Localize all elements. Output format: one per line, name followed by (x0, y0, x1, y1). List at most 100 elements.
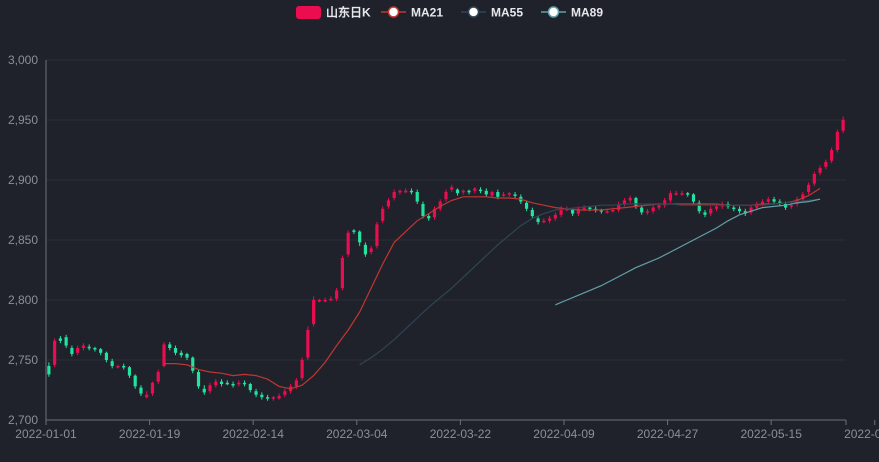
candle-body (208, 385, 212, 392)
legend-item-ma21: MA21 (381, 6, 443, 20)
legend-item-shandong-daily-k: 山东日K (296, 5, 371, 20)
candle-body (64, 337, 68, 346)
candle-body (760, 201, 765, 204)
candle-body (801, 194, 805, 200)
candle-body (663, 200, 667, 206)
candle-body (732, 207, 736, 210)
candle-body (749, 207, 753, 213)
candle-body (438, 201, 442, 209)
candle-body (242, 382, 247, 385)
candle-body (317, 300, 321, 302)
y-tick-label: 2,950 (8, 113, 38, 127)
candle-body (709, 208, 713, 214)
candle-body (807, 184, 811, 192)
candles (47, 116, 845, 401)
candle-body (691, 194, 696, 202)
candle-body (162, 344, 166, 366)
candle-body (645, 211, 650, 213)
candle-body (93, 348, 97, 350)
candle-body (346, 232, 350, 255)
candle-body (599, 210, 603, 212)
candle-body (473, 188, 477, 191)
legend-label: 山东日K (326, 5, 371, 20)
candle-body (47, 366, 51, 375)
legend-swatch-marker (547, 6, 560, 18)
candle-body (185, 354, 189, 358)
candle-body (196, 372, 201, 387)
x-tick-label: 2022-01-19 (119, 427, 181, 441)
candle-body (824, 162, 828, 167)
candle-body (340, 258, 344, 288)
candle-body (484, 190, 488, 195)
candle-body (778, 201, 782, 204)
candle-body (524, 202, 529, 209)
y-tick-label: 2,700 (8, 413, 38, 427)
candle-body (553, 214, 557, 219)
candle-body (668, 193, 673, 201)
moving-average-lines (164, 187, 821, 390)
candle-body (427, 216, 431, 219)
candle-body (219, 381, 224, 384)
candle-body (841, 120, 845, 131)
y-tick-label: 3,000 (8, 53, 38, 67)
candle-body (576, 208, 580, 214)
candle-body (571, 210, 575, 214)
candle-body (674, 193, 678, 195)
legend-swatch-marker (387, 6, 400, 18)
candle-body (542, 220, 546, 223)
candle-body (335, 290, 339, 299)
candle-body (582, 207, 586, 210)
candle-body (467, 190, 471, 193)
candle-body (450, 187, 454, 190)
candle-body (640, 207, 644, 213)
candle-body (513, 194, 517, 196)
x-tick-label: 2022-04-27 (637, 427, 699, 441)
candle-body (358, 231, 362, 243)
candle-body (237, 382, 241, 385)
candle-body (381, 208, 385, 221)
ma55-line (359, 198, 821, 366)
candle-body (697, 202, 701, 212)
ma89-line (555, 198, 821, 306)
candle-body (179, 352, 183, 356)
candle-body (478, 189, 483, 192)
candle-body (611, 210, 615, 212)
candle-body (214, 381, 218, 386)
legend-item-ma89: MA89 (541, 6, 603, 20)
y-tick-label: 2,900 (8, 173, 38, 187)
candle-body (737, 208, 742, 212)
x-tick-label: 2022-02-14 (222, 427, 284, 441)
x-tick-label: 2022-01-01 (15, 427, 77, 441)
legend-item-ma55: MA55 (461, 6, 523, 20)
candle-body (173, 348, 178, 353)
candle-body (104, 352, 109, 360)
y-tick-label: 2,800 (8, 293, 38, 307)
candle-body (421, 204, 425, 216)
ma21-line (164, 187, 821, 390)
candle-body (680, 193, 684, 195)
candle-body (369, 248, 373, 252)
candle-body (628, 198, 632, 201)
candle-body (622, 200, 626, 204)
candle-body (766, 199, 770, 202)
candle-body (363, 244, 368, 255)
candle-body (122, 366, 126, 368)
x-tick-label: 2022-03-04 (326, 427, 388, 441)
candle-body (415, 192, 419, 202)
candle-body (139, 387, 143, 394)
legend-label: MA89 (571, 6, 603, 20)
candle-body (133, 375, 137, 387)
legend: 山东日K MA21 MA55 MA89 (296, 5, 603, 20)
candle-body (352, 230, 356, 232)
y-tick-label: 2,850 (8, 233, 38, 247)
candle-body (145, 394, 149, 398)
candle-body (548, 218, 552, 221)
y-tick-label: 2,750 (8, 353, 38, 367)
candle-body (58, 338, 62, 341)
candle-body (789, 205, 793, 207)
axes: 2022-01-01 2022-01-19 2022-02-14 2022-03-04… (15, 60, 879, 441)
candle-body (76, 348, 80, 353)
x-tick-label: 2022-03-22 (430, 427, 492, 441)
